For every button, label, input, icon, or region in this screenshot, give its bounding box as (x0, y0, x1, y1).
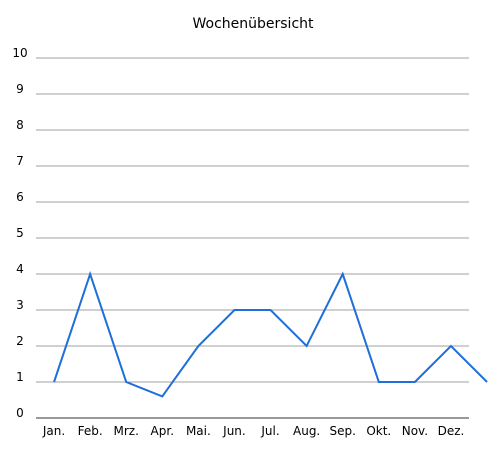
y-axis-ticks: 0 1 2 3 4 5 6 7 8 9 10 (12, 46, 27, 420)
x-tick-label-11: Nov. (402, 424, 428, 438)
x-tick-label-6: Jun. (222, 424, 246, 438)
x-tick-label-12: Dez. (438, 424, 465, 438)
x-tick-label-3: Mrz. (114, 424, 139, 438)
y-tick-label-3: 3 (16, 298, 24, 312)
x-tick-label-5: Mai. (186, 424, 211, 438)
y-tick-label-1: 1 (16, 370, 24, 384)
x-tick-label-4: Apr. (151, 424, 174, 438)
x-tick-label-2: Feb. (78, 424, 103, 438)
y-tick-label-2: 2 (16, 334, 24, 348)
y-tick-label-10: 10 (12, 46, 27, 60)
x-axis-ticks: Jan. Feb. Mrz. Apr. Mai. Jun. Jul. Aug. Sep. Okt.… (42, 424, 464, 438)
x-tick-label-1: Jan. (42, 424, 65, 438)
chart-title: Wochenübersicht (192, 16, 314, 32)
grid-lines (36, 57, 469, 419)
y-tick-label-5: 5 (16, 226, 24, 240)
y-tick-label-4: 4 (16, 262, 24, 276)
y-tick-label-9: 9 (16, 82, 24, 96)
x-tick-label-7: Jul. (260, 424, 279, 438)
series-lines (53, 270, 488, 398)
y-tick-label-6: 6 (16, 190, 24, 204)
y-tick-label-8: 8 (16, 118, 24, 132)
x-tick-label-9: Sep. (329, 424, 355, 438)
series-line-1 (53, 270, 488, 398)
x-tick-label-8: Aug. (293, 424, 320, 438)
y-tick-label-7: 7 (16, 154, 24, 168)
y-tick-label-0: 0 (16, 406, 24, 420)
x-tick-label-10: Okt. (366, 424, 391, 438)
